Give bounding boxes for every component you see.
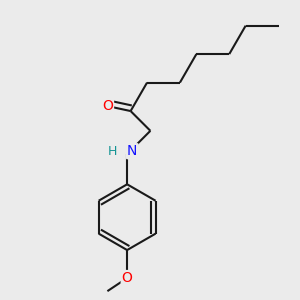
Text: H: H: [108, 145, 118, 158]
Text: O: O: [122, 271, 133, 285]
Text: O: O: [102, 99, 113, 113]
Text: N: N: [127, 144, 137, 158]
